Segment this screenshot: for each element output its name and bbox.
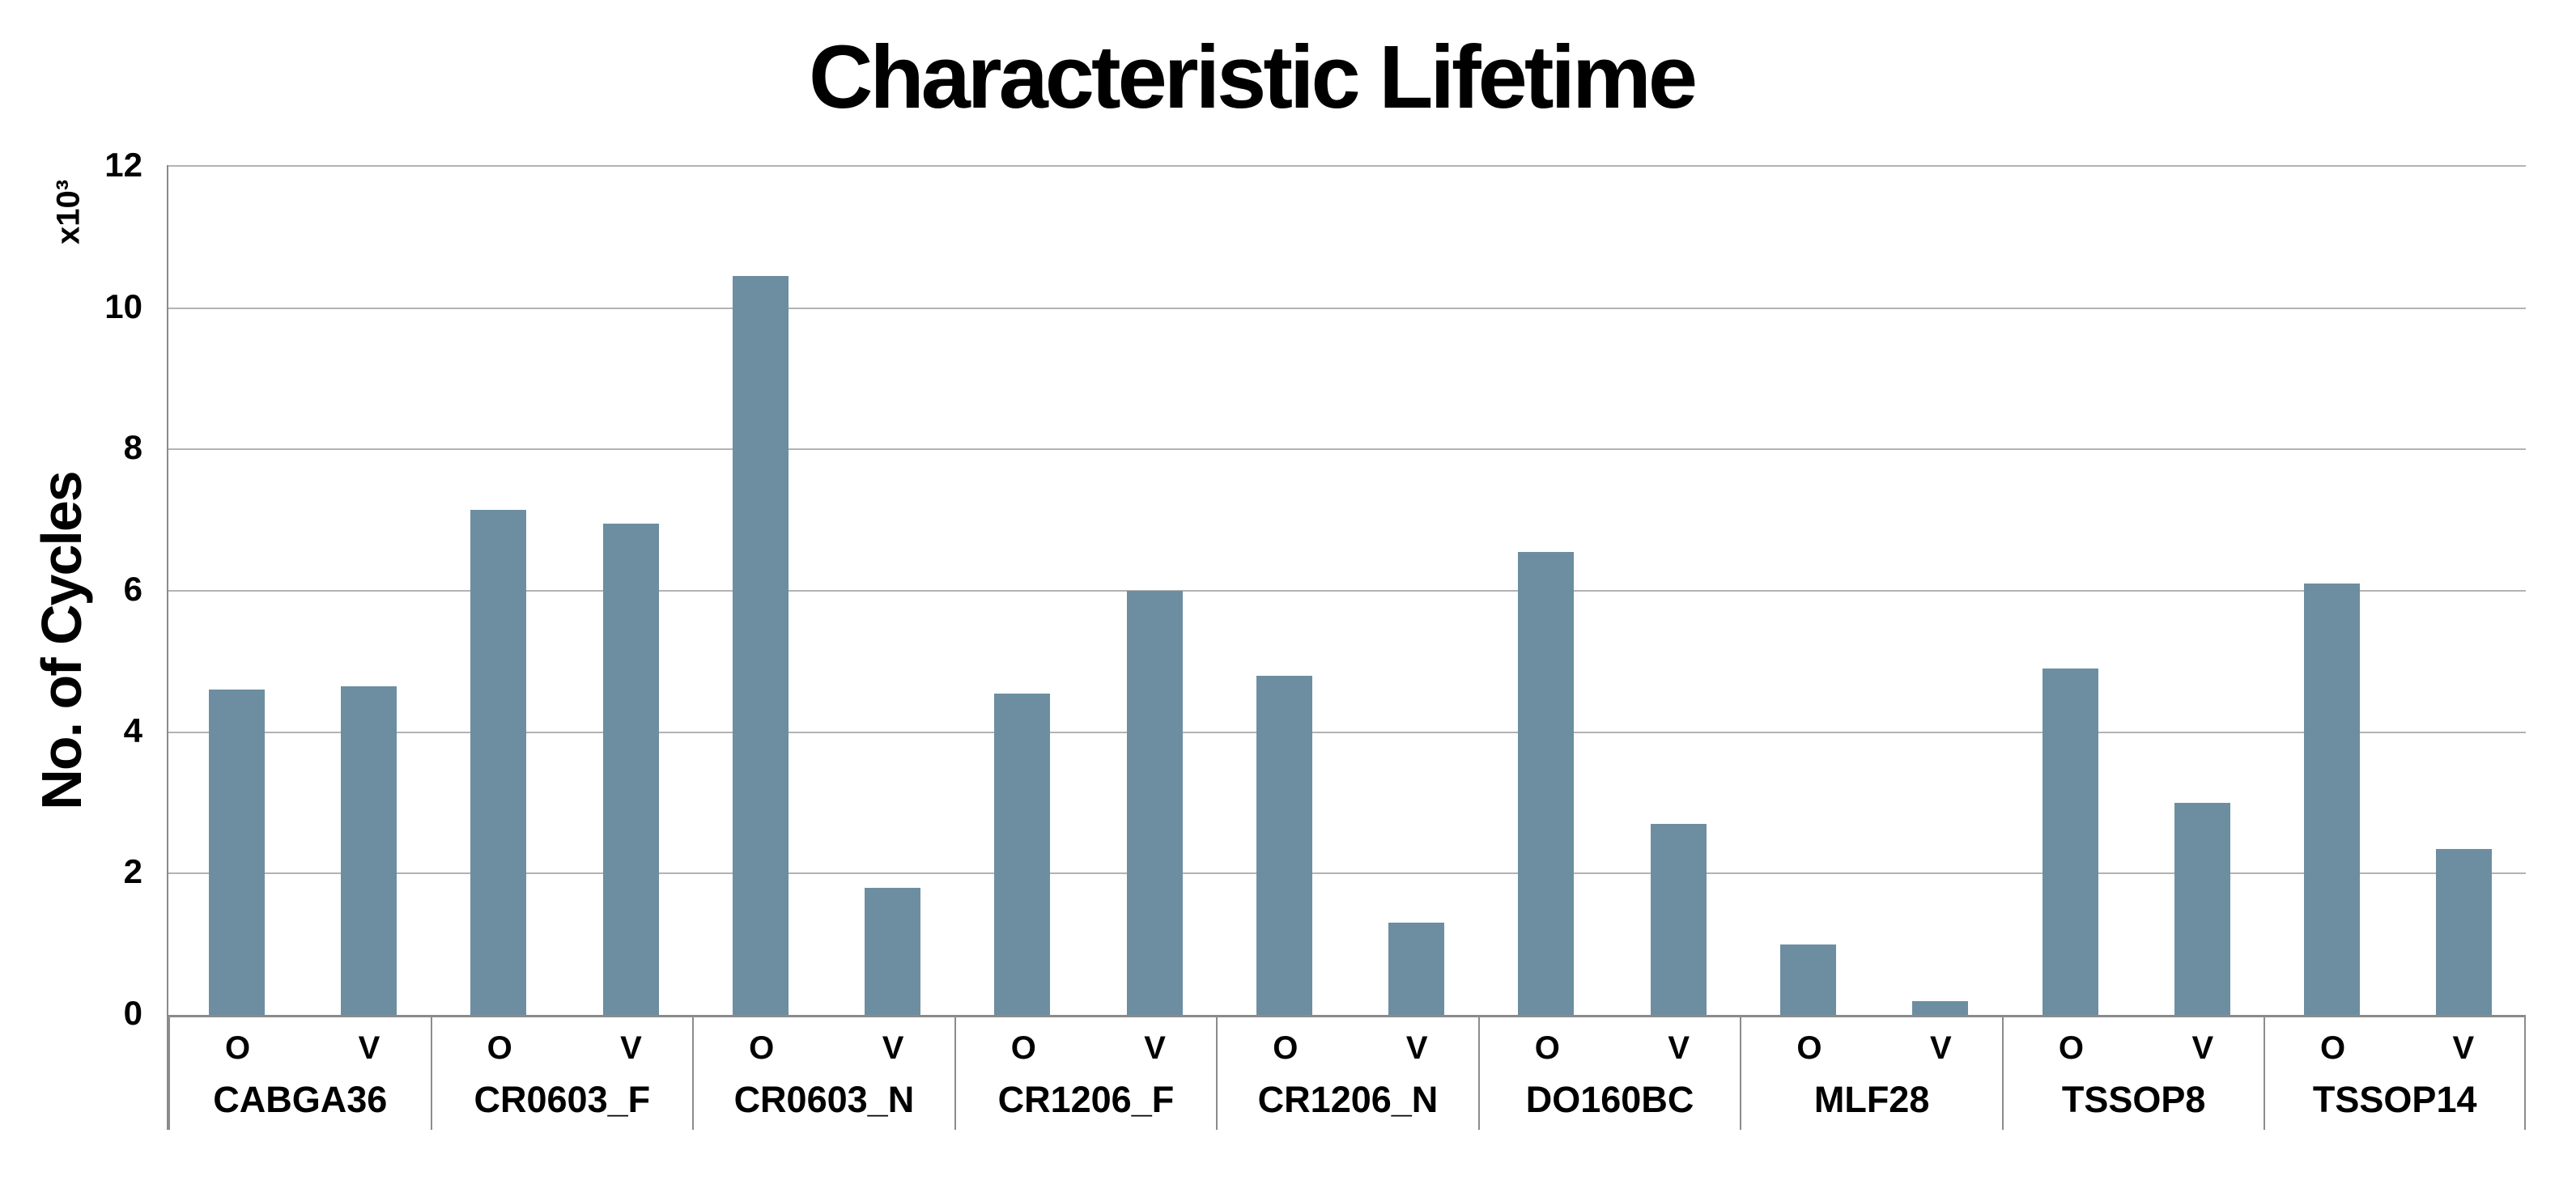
h-gridline-4 [168, 731, 2526, 733]
y-tick-label-10: 10 [104, 287, 142, 325]
category-label-TSSOP14: TSSOP14 [2312, 1079, 2477, 1120]
y-axis-title: No. of Cycles [30, 472, 93, 810]
group-cell-DO160BC: O V DO160BC [1477, 1016, 1741, 1130]
bar-TSSOP14-V [2436, 849, 2493, 1015]
category-label-TSSOP8: TSSOP8 [2061, 1079, 2206, 1120]
y-tick-label-6: 6 [123, 570, 142, 608]
series-label-o-TSSOP8: O [2058, 1030, 2085, 1066]
bar-CR1206_N-V [1388, 923, 1445, 1015]
bar-CR0603_F-O [470, 510, 527, 1015]
category-label-CR0603_F: CR0603_F [474, 1079, 651, 1120]
bar-MLF28-O [1779, 944, 1836, 1015]
bar-CR1206_N-O [1256, 676, 1312, 1015]
bar-TSSOP14-O [2304, 584, 2361, 1015]
series-label-v-CR0603_N: V [882, 1030, 904, 1066]
group-cell-CR0603_N: O V CR0603_N [692, 1016, 954, 1130]
h-gridline-6 [168, 590, 2526, 592]
group-cell-CABGA36: O V CABGA36 [168, 1016, 431, 1130]
chart-title: Characteristic Lifetime [809, 28, 1698, 127]
bar-DO160BC-V [1650, 824, 1707, 1015]
bar-CR0603_N-O [732, 276, 789, 1015]
series-label-v-CR1206_N: V [1405, 1030, 1428, 1066]
group-cell-CR1206_N: O V CR1206_N [1216, 1016, 1478, 1130]
category-label-CABGA36: CABGA36 [213, 1079, 388, 1120]
group-cell-TSSOP8: O V TSSOP8 [2001, 1016, 2264, 1130]
y-tick-label-0: 0 [123, 994, 142, 1032]
series-label-o-CR0603_F: O [487, 1030, 512, 1066]
category-label-CR1206_F: CR1206_F [997, 1079, 1175, 1120]
series-label-o-CR0603_N: O [749, 1030, 775, 1066]
bar-CABGA36-O [208, 690, 265, 1015]
series-label-v-CABGA36: V [358, 1030, 380, 1066]
category-label-DO160BC: DO160BC [1525, 1079, 1694, 1120]
category-label-CR1206_N: CR1206_N [1257, 1079, 1439, 1120]
y-axis-multiplier: x10³ [50, 179, 87, 245]
h-gridline-8 [168, 448, 2526, 451]
group-cell-MLF28: O V MLF28 [1740, 1016, 2002, 1130]
series-label-v-DO160BC: V [1668, 1030, 1690, 1066]
plot-area [168, 165, 2526, 1017]
series-label-v-TSSOP14: V [2452, 1030, 2475, 1066]
h-gridline-2 [168, 872, 2526, 875]
y-tick-label-8: 8 [123, 428, 142, 467]
group-cell-CR0603_F: O V CR0603_F [430, 1016, 693, 1130]
series-label-o-TSSOP14: O [2319, 1030, 2346, 1066]
bar-CR0603_F-V [602, 524, 659, 1015]
bar-CABGA36-V [341, 686, 397, 1015]
series-label-o-CABGA36: O [225, 1030, 251, 1066]
series-label-o-MLF28: O [1796, 1030, 1822, 1066]
group-cell-TSSOP14: O V TSSOP14 [2264, 1016, 2526, 1130]
bar-CR1206_F-V [1126, 591, 1183, 1015]
y-tick-label-2: 2 [123, 852, 142, 891]
series-label-v-CR1206_F: V [1144, 1030, 1166, 1066]
group-cell-CR1206_F: O V CR1206_F [954, 1016, 1217, 1130]
bar-TSSOP8-V [2174, 803, 2230, 1015]
y-tick-label-12: 12 [104, 146, 142, 184]
h-gridline-10 [168, 307, 2526, 309]
series-label-o-DO160BC: O [1534, 1030, 1560, 1066]
bar-MLF28-V [1912, 1001, 1969, 1015]
category-label-MLF28: MLF28 [1813, 1079, 1930, 1120]
series-label-o-CR1206_F: O [1010, 1030, 1036, 1066]
bar-TSSOP8-O [2042, 669, 2098, 1015]
series-label-o-CR1206_N: O [1273, 1030, 1299, 1066]
y-tick-label-4: 4 [123, 711, 142, 749]
bar-DO160BC-O [1518, 552, 1575, 1015]
bar-CR0603_N-V [865, 888, 921, 1015]
bar-CR1206_F-O [994, 694, 1051, 1015]
series-label-v-TSSOP8: V [2191, 1030, 2214, 1066]
category-label-CR0603_N: CR0603_N [733, 1079, 915, 1120]
y-axis-line [167, 165, 168, 1130]
series-label-v-MLF28: V [1929, 1030, 1952, 1066]
series-label-v-CR0603_F: V [620, 1030, 642, 1066]
